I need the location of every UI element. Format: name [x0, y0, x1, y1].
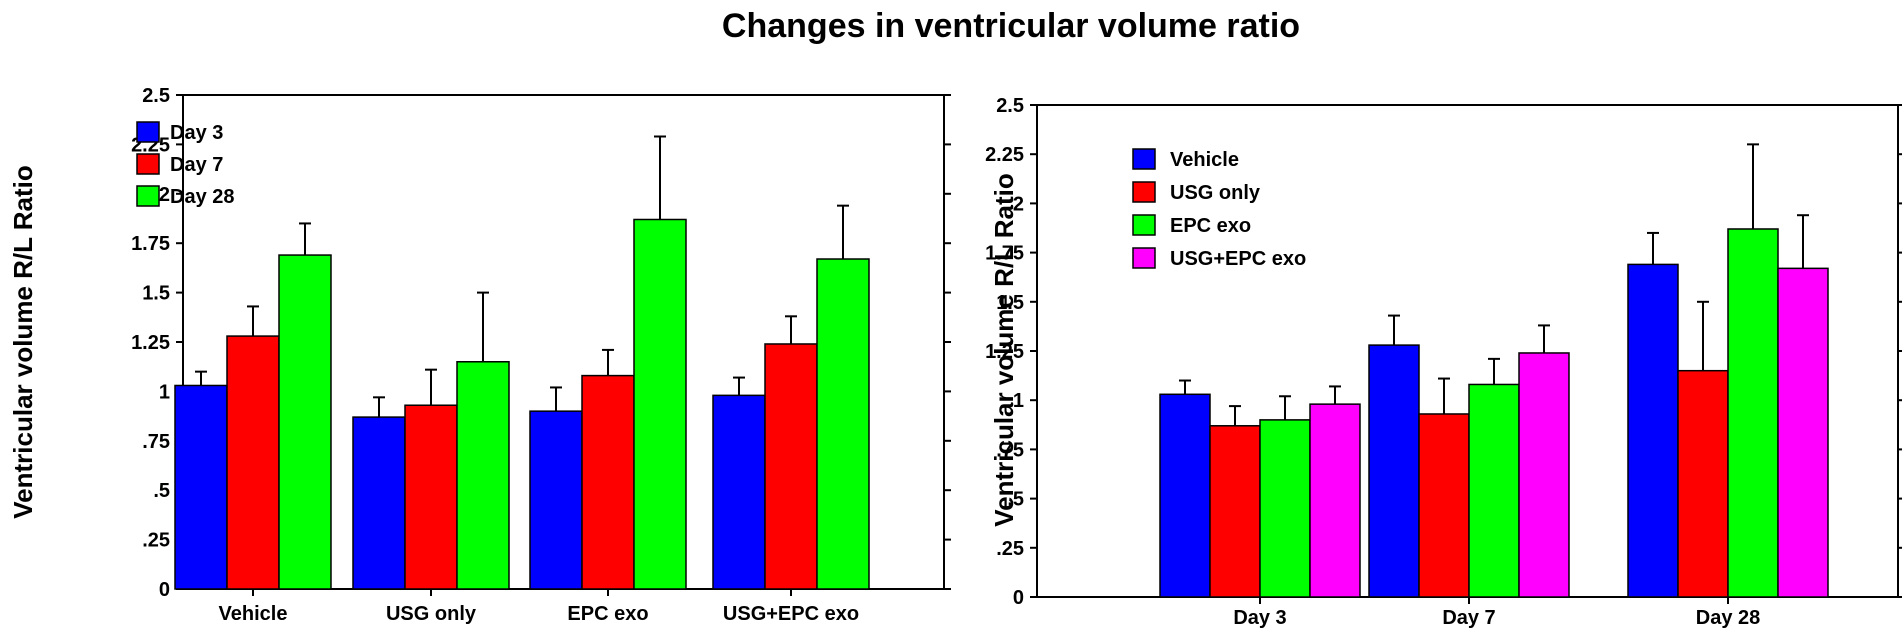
y-tick-label: 1.5: [996, 292, 1024, 314]
bar-usg-epc-exo-day-3: [1309, 403, 1361, 598]
y-tick-label: .75: [142, 431, 170, 453]
y-tick-label: 2.5: [142, 85, 170, 107]
y-tick-label: 2.5: [996, 95, 1024, 117]
bar-epc-exo-day-3: [1259, 419, 1311, 598]
legend-label-day-28: Day 28: [170, 186, 235, 208]
y-tick-label: 1.25: [985, 341, 1024, 363]
legend-swatch-day-28: [136, 185, 160, 207]
bar-day-28-usg-epc-exo: [816, 258, 870, 590]
bar-epc-exo-day-7: [1468, 383, 1520, 598]
x-tick-label: Day 3: [1233, 607, 1286, 629]
chart-by-day: 0 .25 .5 .75 1 1.25 1.5 1.75 2 2.25 2.5 Ventricular…: [985, 95, 1902, 629]
legend-label-day-3: Day 3: [170, 122, 223, 144]
y-axis-label: Ventricular volume R/L Ratio: [989, 173, 1019, 527]
bar-usg-only-day-3: [1209, 425, 1261, 598]
legend: Vehicle USG only EPC exo USG+EPC exo: [1132, 148, 1306, 270]
bar-vehicle-day-3: [1159, 393, 1211, 598]
y-tick-label: 1.75: [131, 233, 170, 255]
legend-label-vehicle: Vehicle: [1170, 149, 1239, 171]
y-tick-label: 2: [1013, 193, 1024, 215]
y-tick-label: 1.5: [142, 283, 170, 305]
figure-title: Changes in ventricular volume ratio: [722, 7, 1300, 45]
legend-label-day-7: Day 7: [170, 154, 223, 176]
bar-usg-only-day-28: [1677, 369, 1729, 598]
legend-swatch-usg-epc-exo: [1132, 247, 1156, 269]
bar-usg-epc-exo-day-28: [1777, 267, 1829, 598]
bar-day-7-usg-only: [404, 404, 458, 590]
bar-day-3-vehicle: [174, 384, 228, 590]
y-tick-label: 2.25: [985, 144, 1024, 166]
bar-day-3-usg-epc-exo: [712, 394, 766, 590]
bar-day-28-vehicle: [278, 254, 332, 590]
y-tick-label: 1: [159, 381, 170, 403]
legend: Day 3 Day 7 Day 28: [136, 121, 235, 208]
x-tick-label: Day 28: [1696, 607, 1761, 629]
chart-by-treatment: 0.25.5.7511.251.51.7522.252.5Ventricular…: [8, 85, 951, 625]
bar-day-7-vehicle: [226, 335, 280, 590]
x-tick-label: Day 7: [1442, 607, 1495, 629]
bar-usg-epc-exo-day-7: [1518, 352, 1570, 598]
bar-day-7-epc-exo: [581, 374, 635, 590]
bar-vehicle-day-7: [1368, 344, 1420, 598]
y-tick-label: 1.75: [985, 243, 1024, 265]
y-tick-label: 0: [159, 579, 170, 601]
y-tick-label: .25: [142, 530, 170, 552]
bar-day-3-usg-only: [352, 416, 406, 590]
bar-epc-exo-day-28: [1727, 228, 1779, 598]
legend-label-usg-epc-exo: USG+EPC exo: [1170, 248, 1306, 270]
legend-swatch-vehicle: [1132, 148, 1156, 170]
bar-day-28-epc-exo: [633, 218, 687, 590]
y-tick-label: 0: [1013, 587, 1024, 609]
y-tick-label: .5: [153, 480, 170, 502]
x-tick-label: USG+EPC exo: [723, 603, 859, 625]
x-tick-label: Vehicle: [219, 603, 288, 625]
x-tick-label: USG only: [386, 603, 477, 625]
y-tick-label: .5: [1007, 489, 1024, 511]
legend-swatch-day-3: [136, 121, 160, 143]
y-tick-label: .25: [996, 538, 1024, 560]
y-tick-label: .75: [996, 439, 1024, 461]
bar-usg-only-day-7: [1418, 413, 1470, 598]
x-tick-label: EPC exo: [567, 603, 648, 625]
y-tick-label: 2: [159, 184, 170, 206]
bar-vehicle-day-28: [1627, 263, 1679, 598]
legend-swatch-usg-only: [1132, 181, 1156, 203]
bar-day-28-usg-only: [456, 361, 510, 590]
legend-label-usg-only: USG only: [1170, 182, 1261, 204]
y-tick-label: 1.25: [131, 332, 170, 354]
y-tick-label: 1: [1013, 390, 1024, 412]
legend-swatch-epc-exo: [1132, 214, 1156, 236]
bar-day-7-usg-epc-exo: [764, 343, 818, 590]
y-axis-label: Ventricular volume R/L Ratio: [8, 165, 38, 519]
legend-swatch-day-7: [136, 153, 160, 175]
bar-day-3-epc-exo: [529, 410, 583, 590]
legend-label-epc-exo: EPC exo: [1170, 215, 1251, 237]
